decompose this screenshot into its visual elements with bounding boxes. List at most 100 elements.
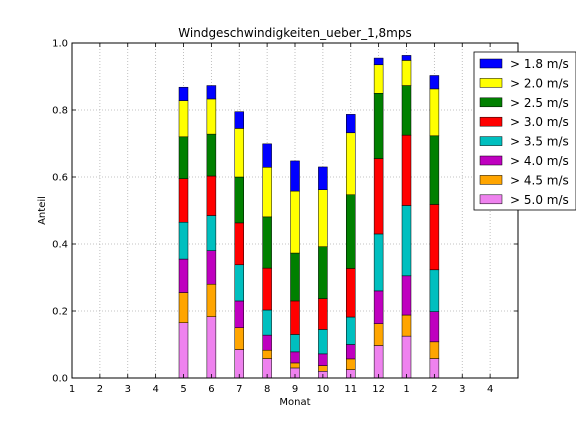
y-axis-label: Anteil bbox=[37, 196, 48, 225]
legend-swatch bbox=[479, 194, 503, 205]
bar-segment bbox=[206, 85, 217, 100]
legend-label: > 3.5 m/s bbox=[510, 135, 569, 149]
bar-segment bbox=[262, 167, 272, 218]
x-tick-label: 3 bbox=[459, 384, 465, 395]
bar-stacks bbox=[178, 55, 440, 379]
x-tick-label: 7 bbox=[236, 384, 242, 395]
bar-segment bbox=[234, 111, 244, 129]
bar-segment bbox=[234, 222, 244, 266]
x-tick-label: 2 bbox=[431, 384, 437, 395]
x-tick-label: 6 bbox=[208, 384, 214, 395]
y-tick-label: 0.6 bbox=[52, 173, 68, 184]
y-tick-label: 1.0 bbox=[52, 39, 68, 50]
bar-segment bbox=[262, 267, 272, 311]
bar-segment bbox=[178, 86, 189, 101]
x-tick-label: 12 bbox=[372, 384, 385, 395]
bar-segment bbox=[373, 93, 384, 159]
bar-segment bbox=[429, 135, 440, 205]
x-tick-label: 4 bbox=[487, 384, 493, 395]
bar-segment bbox=[346, 358, 356, 370]
bar-segment bbox=[178, 178, 189, 223]
x-axis-label: Monat bbox=[279, 397, 310, 408]
x-tick-label: 3 bbox=[125, 384, 131, 395]
legend-swatch bbox=[479, 136, 503, 146]
bar-segment bbox=[401, 55, 412, 61]
legend-swatch bbox=[479, 78, 503, 88]
bar-segment bbox=[401, 85, 412, 136]
x-tick-label: 2 bbox=[97, 384, 103, 395]
legend-label: > 1.8 m/s bbox=[510, 57, 569, 71]
bar-segment bbox=[318, 329, 328, 355]
bar-segment bbox=[206, 175, 217, 216]
legend-label: > 2.0 m/s bbox=[510, 76, 569, 90]
legend-label: > 4.0 m/s bbox=[510, 154, 569, 168]
x-tick-label: 5 bbox=[180, 384, 186, 395]
bar-segment bbox=[346, 194, 356, 269]
bar-segment bbox=[401, 275, 412, 316]
y-tick-label: 0.4 bbox=[52, 240, 68, 251]
bar-segment bbox=[401, 134, 412, 206]
bar-segment bbox=[206, 283, 217, 317]
bar-segment bbox=[178, 322, 189, 379]
bar-segment bbox=[178, 292, 189, 323]
bar-segment bbox=[178, 136, 189, 179]
bar-segment bbox=[290, 351, 300, 364]
bar-segment bbox=[262, 143, 272, 168]
bar-segment bbox=[234, 128, 244, 178]
legend-swatch bbox=[479, 58, 503, 69]
bar-segment bbox=[373, 345, 384, 379]
x-tick-label: 10 bbox=[317, 384, 330, 395]
bar-segment bbox=[401, 335, 412, 379]
bar-segment bbox=[429, 269, 440, 312]
bar-segment bbox=[178, 100, 189, 138]
bar-segment bbox=[318, 365, 328, 372]
y-tick-label: 0.2 bbox=[52, 307, 68, 318]
x-tick-label: 11 bbox=[344, 384, 357, 395]
bar-segment bbox=[429, 341, 440, 359]
bar-segment bbox=[262, 349, 272, 359]
bar-segment bbox=[262, 216, 272, 269]
legend-swatch bbox=[479, 97, 503, 108]
bar-segment bbox=[206, 215, 217, 251]
bar-segment bbox=[318, 246, 328, 299]
axis-ticks: 1 2 3 4 5 6 7 8 9 10 11 12 1 2 3 40.00.20.40.60.81.0 bbox=[52, 39, 518, 395]
bar-segment bbox=[373, 158, 384, 235]
bar-segment bbox=[373, 64, 384, 94]
bar-segment bbox=[262, 309, 272, 336]
bar-segment bbox=[373, 323, 384, 346]
legend-swatch bbox=[479, 175, 503, 185]
bar-segment bbox=[429, 75, 440, 90]
bar-segment bbox=[401, 205, 412, 277]
bar-segment bbox=[401, 60, 412, 86]
bar-segment bbox=[429, 311, 440, 343]
x-tick-label: 1 bbox=[403, 384, 409, 395]
bar-segment bbox=[206, 316, 217, 379]
y-tick-label: 0.8 bbox=[52, 106, 68, 117]
bar-segment bbox=[234, 264, 244, 302]
bar-segment bbox=[290, 300, 300, 335]
bar-segment bbox=[178, 258, 189, 293]
legend-label: > 3.0 m/s bbox=[510, 115, 569, 129]
bar-segment bbox=[290, 252, 300, 302]
bar-segment bbox=[373, 57, 384, 66]
bar-segment bbox=[206, 250, 217, 285]
x-tick-label: 1 bbox=[69, 384, 75, 395]
bar-segment bbox=[178, 221, 189, 260]
bar-segment bbox=[318, 189, 328, 247]
bar-segment bbox=[318, 353, 328, 366]
legend: > 1.8 m/s > 2.0 m/s > 2.5 m/s > 3.0 m/s > 3.… bbox=[473, 51, 576, 211]
bar-segment bbox=[346, 344, 356, 360]
bar-segment bbox=[262, 334, 272, 351]
legend-label: > 5.0 m/s bbox=[510, 193, 569, 207]
bar-segment bbox=[234, 327, 244, 350]
x-tick-label: 9 bbox=[292, 384, 298, 395]
x-tick-label: 4 bbox=[152, 384, 158, 395]
bar-segment bbox=[318, 298, 328, 330]
bar-segment bbox=[429, 204, 440, 271]
legend-label: > 2.5 m/s bbox=[510, 96, 569, 110]
bar-segment bbox=[346, 132, 356, 196]
legend-swatch bbox=[479, 116, 503, 127]
bar-segment bbox=[373, 233, 384, 292]
y-tick-label: 0.0 bbox=[52, 374, 68, 385]
